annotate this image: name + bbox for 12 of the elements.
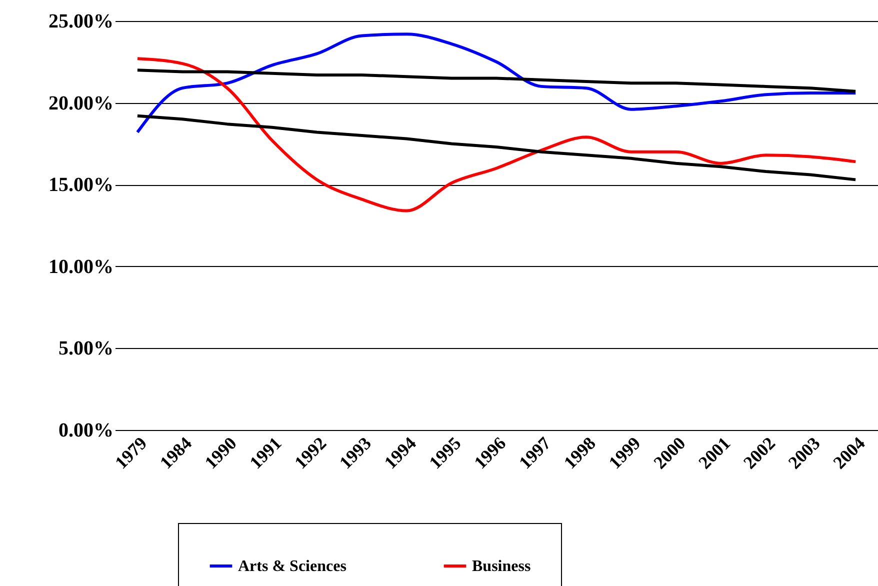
line-series [136,68,858,93]
legend-label: Business [472,558,531,575]
y-tick-label: 15.00% [48,174,114,196]
y-tick-label: 5.00% [58,338,114,360]
line-series [136,32,858,134]
line-series [136,57,858,212]
legend-label: Arts & Sciences [238,558,346,575]
y-tick-label: 25.00% [48,10,114,32]
line-series [136,114,858,182]
y-tick-label: 20.00% [48,92,114,114]
y-tick-label: 10.00% [48,256,114,278]
y-tick-label: 0.00% [58,420,114,442]
